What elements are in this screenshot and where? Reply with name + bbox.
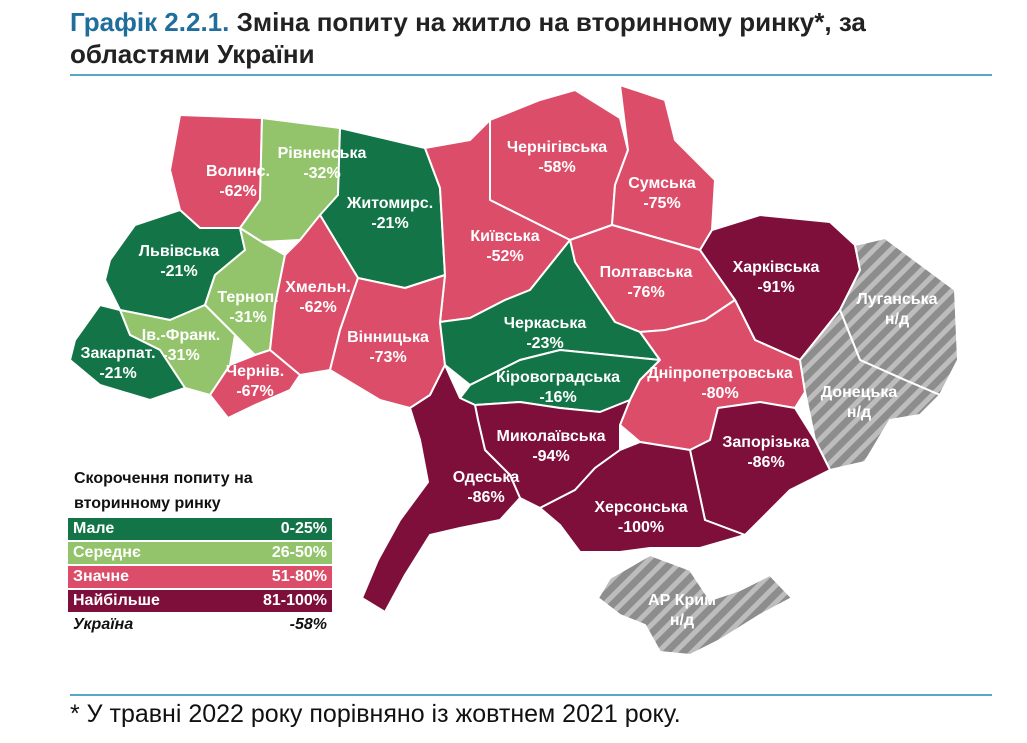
region-sumy[interactable] [611,84,716,251]
region-odesa[interactable] [361,364,521,613]
region-value-label: -86% [467,489,504,506]
region-name-label: Харківська [733,259,820,276]
legend-label: Найбільше [73,592,160,609]
region-name-label: Чернів. [226,363,284,380]
region-name-label: Миколаївська [497,428,606,445]
region-name-label: Волинс. [206,163,270,180]
region-value-label: -86% [747,454,784,471]
region-value-label: -32% [303,165,340,182]
region-name-label: Житомирс. [346,195,433,212]
region-name-label: Чернігівська [507,139,607,156]
legend-title: Скорочення попиту на вторинному ринку [74,470,253,512]
region-crimea[interactable] [597,554,793,656]
region-name-label: Запорізька [722,434,809,451]
chart-title-text: Зміна попиту на житло на вторинному ринк… [70,7,866,69]
legend-label: Значне [73,568,130,585]
region-name-label: Черкаська [504,315,587,332]
region-kherson[interactable] [539,441,746,553]
legend-item-small: Мале 0-25% [68,518,332,540]
chart-title-number: Графік 2.2.1. [70,7,230,37]
footnote: * У травні 2022 року порівняно із жовтне… [70,700,681,728]
legend-range: 51-80% [271,568,327,585]
region-donetsk[interactable] [799,309,941,471]
region-value-label: н/д [885,311,909,328]
region-name-label: Полтавська [600,264,693,281]
chart-title: Графік 2.2.1. Зміна попиту на житло на в… [70,6,970,70]
region-name-label: Кіровоградська [496,369,620,386]
region-value-label: -21% [99,365,136,382]
region-name-label: Донецька [821,384,898,401]
region-value-label: -75% [643,195,680,212]
legend-label: Середнє [73,544,141,561]
region-name-label: Львівська [139,243,220,260]
footnote-divider [70,694,992,696]
region-value-label: -58% [538,159,575,176]
legend-range: 26-50% [271,544,327,561]
legend-total: Україна -58% [68,614,332,636]
region-value-label: н/д [847,404,871,421]
region-value-label: -16% [539,389,576,406]
region-value-label: -62% [219,183,256,200]
region-value-label: -31% [229,309,266,326]
legend-item-significant: Значне 51-80% [68,566,332,588]
legend-total-label: Україна [73,616,134,633]
legend-total-value: -58% [289,616,327,633]
region-value-label: -73% [369,349,406,366]
region-value-label: -23% [526,335,563,352]
region-value-label: -21% [371,215,408,232]
region-value-label: -100% [618,519,664,536]
legend-label: Мале [73,520,115,537]
region-value-label: -67% [236,383,273,400]
region-value-label: -52% [486,248,523,265]
legend-range: 0-25% [280,520,327,537]
region-name-label: Одеська [453,469,520,486]
legend-range: 81-100% [262,592,327,609]
region-value-label: -94% [532,448,569,465]
region-labels: Волинс. -62% Рівненська -32% Житомирс. -21% Че… [80,139,937,629]
region-name-label: АР Крим [648,592,716,609]
region-name-label: Вінницька [347,329,429,346]
legend: Скорочення попиту на вторинному ринку Ма… [68,466,332,636]
region-name-label: Київська [470,228,539,245]
region-value-label: -76% [627,284,664,301]
region-name-label: Луганська [857,291,938,308]
region-name-label: Дніпропетровська [647,365,793,382]
region-value-label: -31% [162,347,199,364]
legend-item-medium: Середнє 26-50% [68,542,332,564]
region-value-label: -62% [299,299,336,316]
title-divider [70,74,992,76]
region-name-label: Рівненська [278,145,367,162]
region-zakarpattia[interactable] [69,304,186,401]
region-value-label: -80% [701,385,738,402]
region-chernivtsi[interactable] [209,349,301,419]
region-value-label: н/д [670,612,694,629]
legend-item-largest: Найбільше 81-100% [68,590,332,612]
region-name-label: Терноп. [217,289,278,306]
region-value-label: -91% [757,279,794,296]
region-name-label: Сумська [628,175,696,192]
region-value-label: -21% [160,263,197,280]
region-name-label: Закарпат. [80,345,155,362]
region-name-label: Херсонська [594,499,687,516]
region-name-label: Ів.-Франк. [142,327,221,344]
region-name-label: Хмельн. [285,279,351,296]
